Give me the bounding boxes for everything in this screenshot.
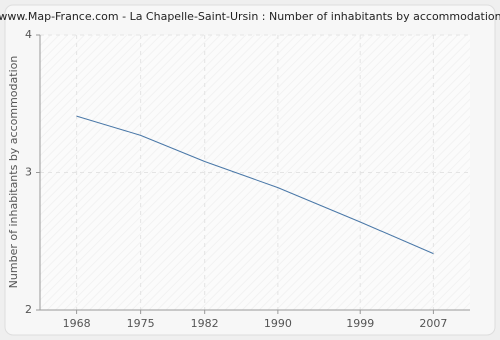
- x-tick-label: 1999: [346, 317, 374, 330]
- x-tick-label: 1968: [63, 317, 91, 330]
- chart-title: www.Map-France.com - La Chapelle-Saint-U…: [0, 10, 500, 23]
- plot-area: [40, 35, 470, 310]
- plot: 2 3 4 1968 1975 1982 1990 1999 2007: [25, 28, 470, 330]
- x-tick-label: 1990: [264, 317, 292, 330]
- y-tick-label: 4: [25, 28, 32, 41]
- y-tick-label: 2: [25, 303, 32, 316]
- y-tick-label: 3: [25, 166, 32, 179]
- x-tick-label: 1975: [127, 317, 155, 330]
- y-axis-label: Number of inhabitants by accommodation: [7, 56, 20, 289]
- x-tick-label: 1982: [191, 317, 219, 330]
- x-tick-label: 2007: [419, 317, 447, 330]
- data-line: [76, 115, 434, 255]
